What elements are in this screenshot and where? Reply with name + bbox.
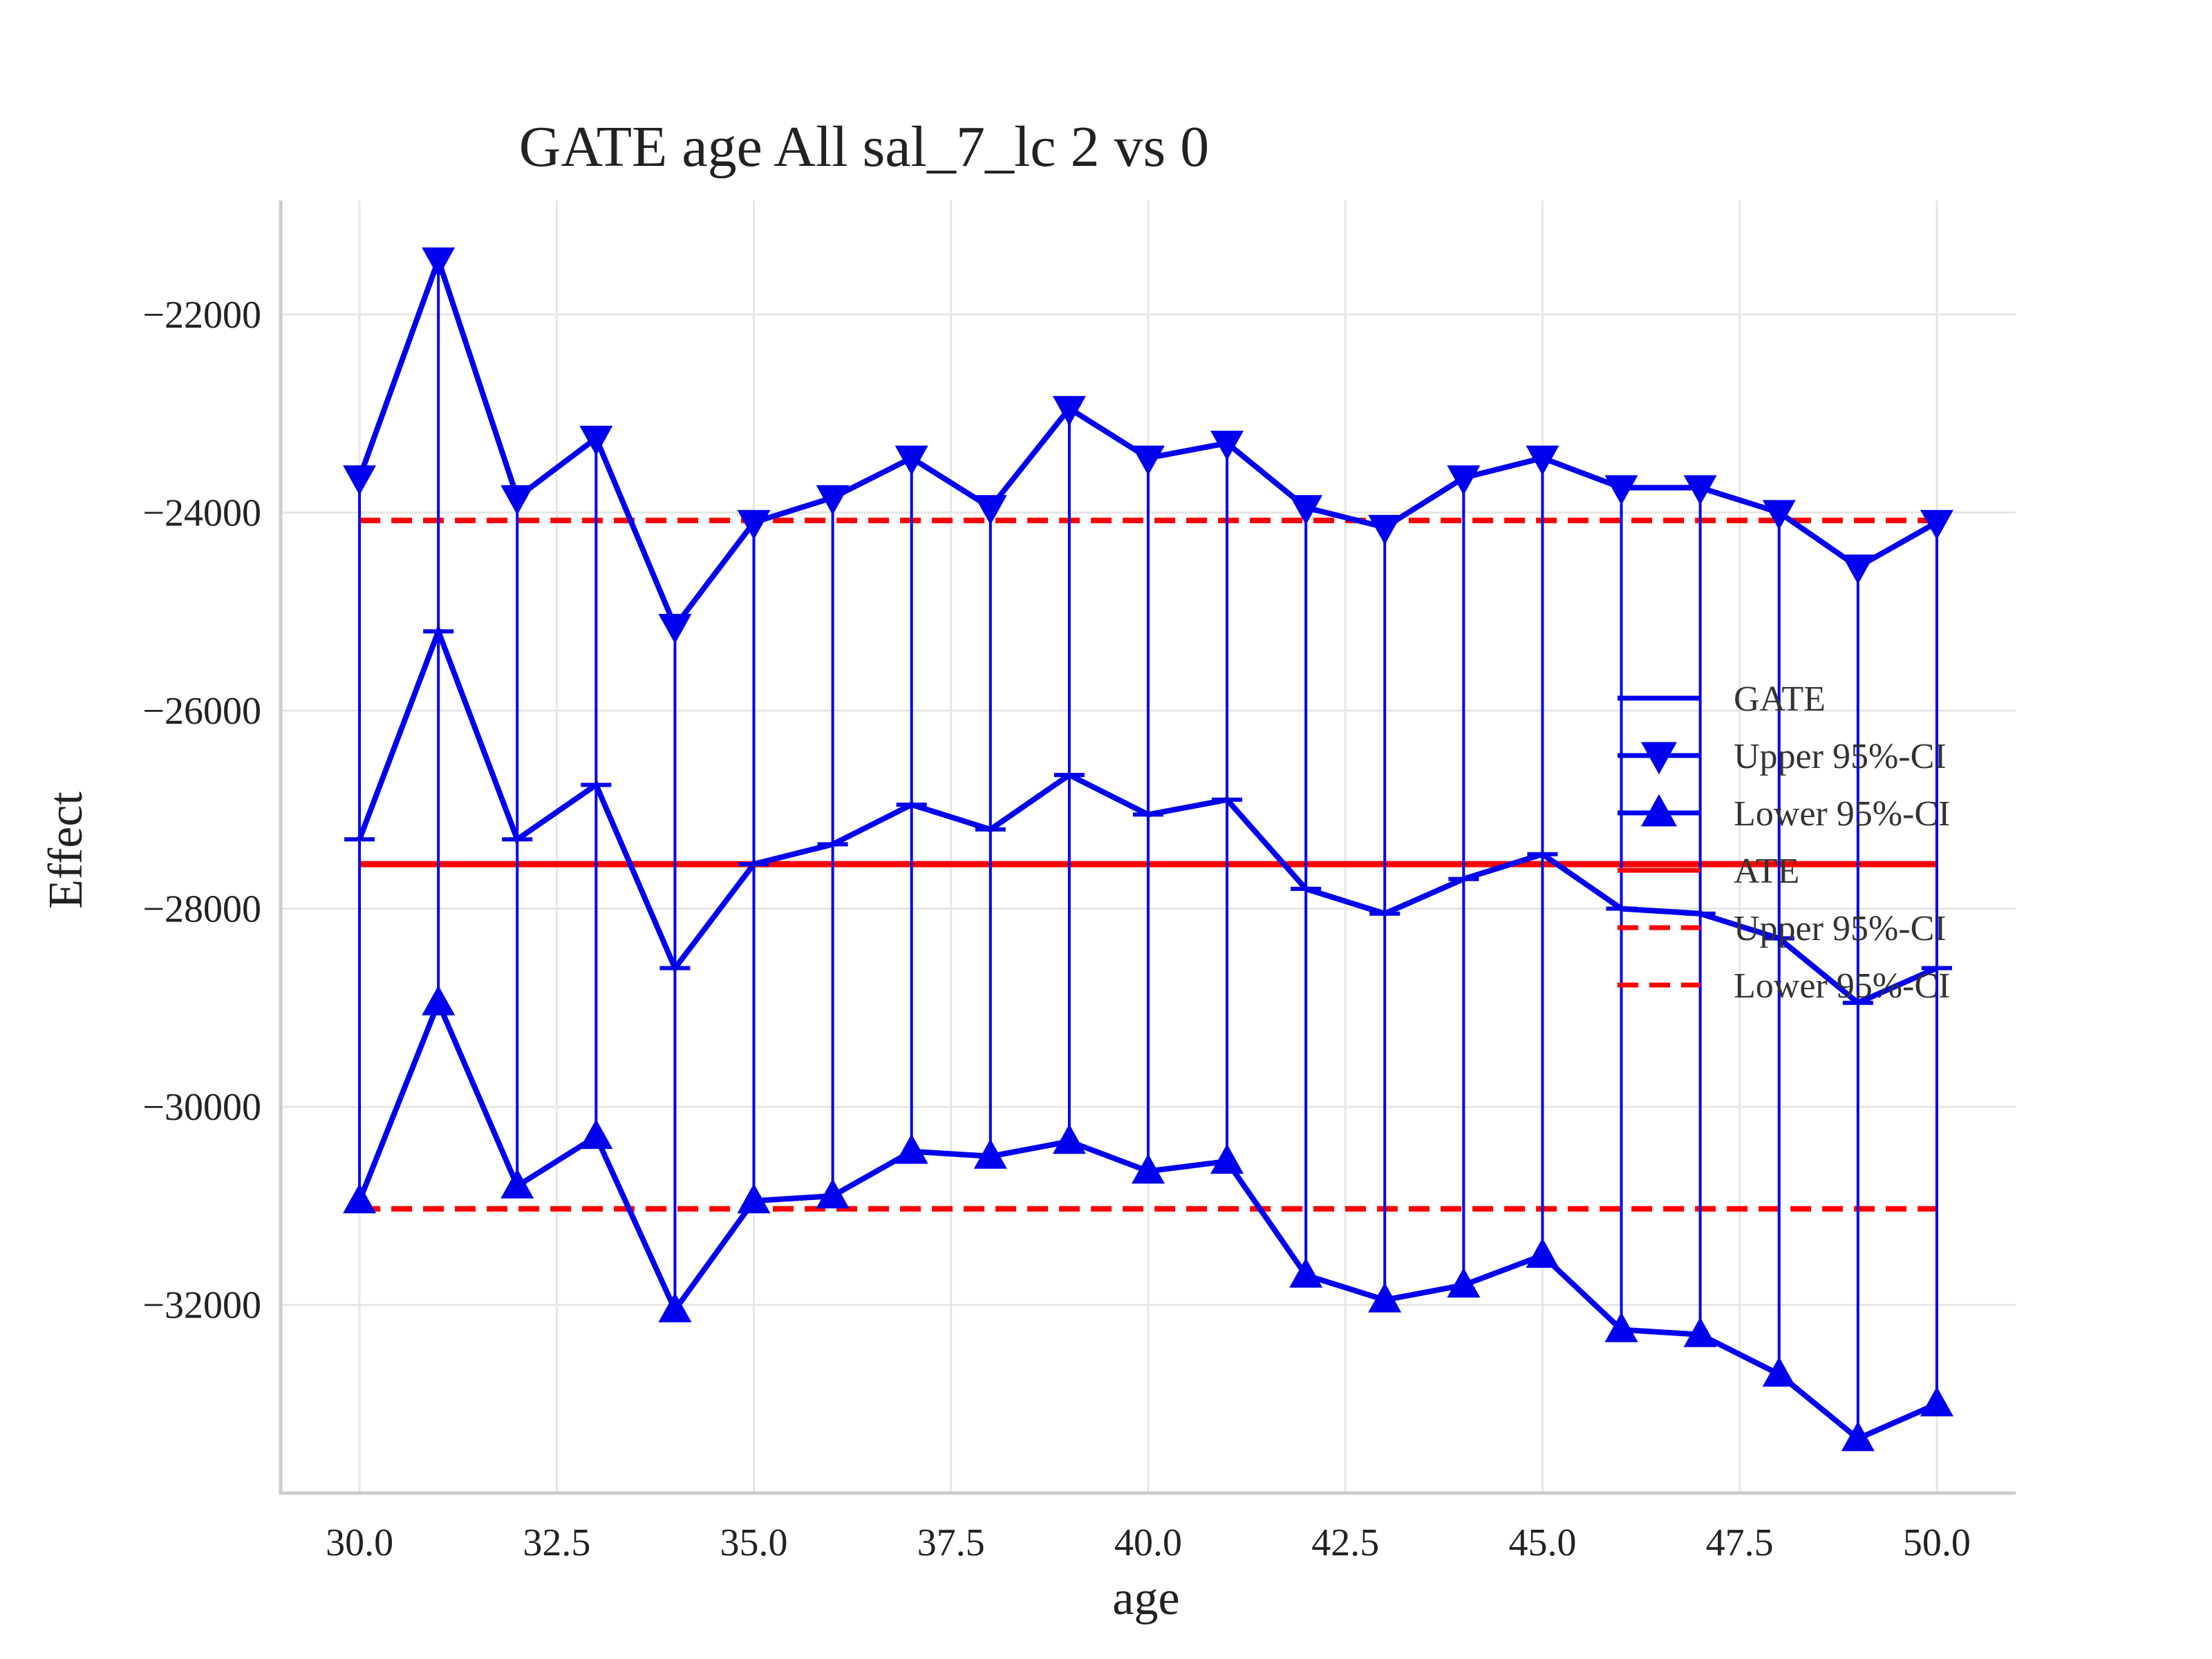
lower-ci-point <box>579 1118 613 1150</box>
upper-ci-point <box>1526 445 1559 476</box>
y-tick-label: −26000 <box>142 690 261 733</box>
upper-ci-point <box>894 445 928 476</box>
legend-label: Upper 95%-CI <box>1734 737 1947 776</box>
upper-ci-point <box>1920 509 1953 540</box>
lower-ci-point <box>343 1183 377 1214</box>
axes: 30.0 32.5 35.0 37.5 40.0 42.5 45.0 47.5 50.0 −220… <box>142 200 2016 1564</box>
upper-ci-point <box>1604 475 1638 505</box>
legend-marker-triangle-down <box>1641 742 1677 775</box>
lower-ci-point <box>1210 1143 1244 1174</box>
upper-ci-point <box>1210 431 1244 461</box>
upper-ci-point <box>343 465 377 496</box>
upper-ci-point <box>422 247 456 278</box>
lower-ci-point <box>737 1183 771 1214</box>
upper-ci-point <box>1289 495 1323 525</box>
upper-ci-point <box>1052 395 1086 427</box>
chart-title: GATE age All sal_7_lc 2 vs 0 <box>519 115 1210 179</box>
y-tick-label: −24000 <box>142 491 261 534</box>
y-tick-label: −32000 <box>142 1284 261 1327</box>
lower-ci-point <box>1132 1154 1165 1184</box>
upper-ci-point <box>1132 445 1165 476</box>
x-tick-label: 30.0 <box>326 1521 393 1564</box>
lower-ci-point <box>1762 1356 1796 1387</box>
y-tick-label: −30000 <box>142 1086 261 1129</box>
x-tick-label: 42.5 <box>1311 1521 1379 1564</box>
x-tick-label: 47.5 <box>1706 1521 1774 1564</box>
legend-label: Lower 95%-CI <box>1734 794 1950 834</box>
axis-spines <box>279 200 2016 1495</box>
lower-ci-point <box>1526 1237 1559 1268</box>
series-layer <box>343 247 1953 1452</box>
x-tick-label: 45.0 <box>1508 1521 1576 1564</box>
lower-ci-point <box>500 1168 534 1199</box>
lower-ci-point <box>1841 1421 1875 1452</box>
y-axis-label: Effect <box>39 791 93 909</box>
legend-label: ATE <box>1734 852 1799 891</box>
upper-ci-point <box>1683 475 1717 505</box>
lower-ci-point <box>422 985 456 1015</box>
x-tick-label: 32.5 <box>523 1521 590 1564</box>
y-tick-label: −28000 <box>142 888 261 931</box>
x-tick-label: 40.0 <box>1114 1521 1182 1564</box>
x-tick-label: 37.5 <box>917 1521 985 1564</box>
upper-ci-point <box>658 614 692 644</box>
upper-ci-point <box>1841 554 1875 585</box>
lower-ci-point <box>973 1138 1007 1169</box>
lower-ci-point <box>1683 1317 1717 1347</box>
x-axis-label: age <box>1112 1572 1179 1625</box>
upper-ci-point <box>1762 500 1796 530</box>
lower-ci-point <box>1052 1124 1086 1154</box>
lower-ci-point <box>1447 1267 1481 1298</box>
x-tick-label: 50.0 <box>1903 1521 1971 1564</box>
legend: GATE Upper 95%-CI Lower 95%-CI ATE Upper 95%… <box>1618 679 1950 1006</box>
legend-marker-triangle-up <box>1641 794 1677 827</box>
y-tick-label: −22000 <box>142 294 261 337</box>
upper-ci-point <box>1447 465 1481 496</box>
lower-ci-point <box>816 1178 850 1209</box>
legend-label: Upper 95%-CI <box>1734 909 1947 948</box>
upper-ci-point <box>737 509 771 540</box>
lower-ci-point <box>894 1134 928 1164</box>
legend-label: Lower 95%-CI <box>1734 966 1950 1006</box>
x-tick-label: 35.0 <box>720 1521 788 1564</box>
lower-ci-point <box>1289 1257 1323 1288</box>
upper-ci-point <box>1368 514 1402 545</box>
upper-ci-point <box>816 485 850 516</box>
lower-ci-point <box>1368 1282 1402 1313</box>
upper-ci-point <box>579 425 613 456</box>
lower-ci-point <box>658 1292 692 1322</box>
lower-ci-point <box>1920 1386 1953 1417</box>
lower-ci-point <box>1604 1312 1638 1342</box>
upper-ci-point <box>973 495 1007 525</box>
upper-ci-point <box>500 485 534 516</box>
legend-label: GATE <box>1734 679 1826 719</box>
